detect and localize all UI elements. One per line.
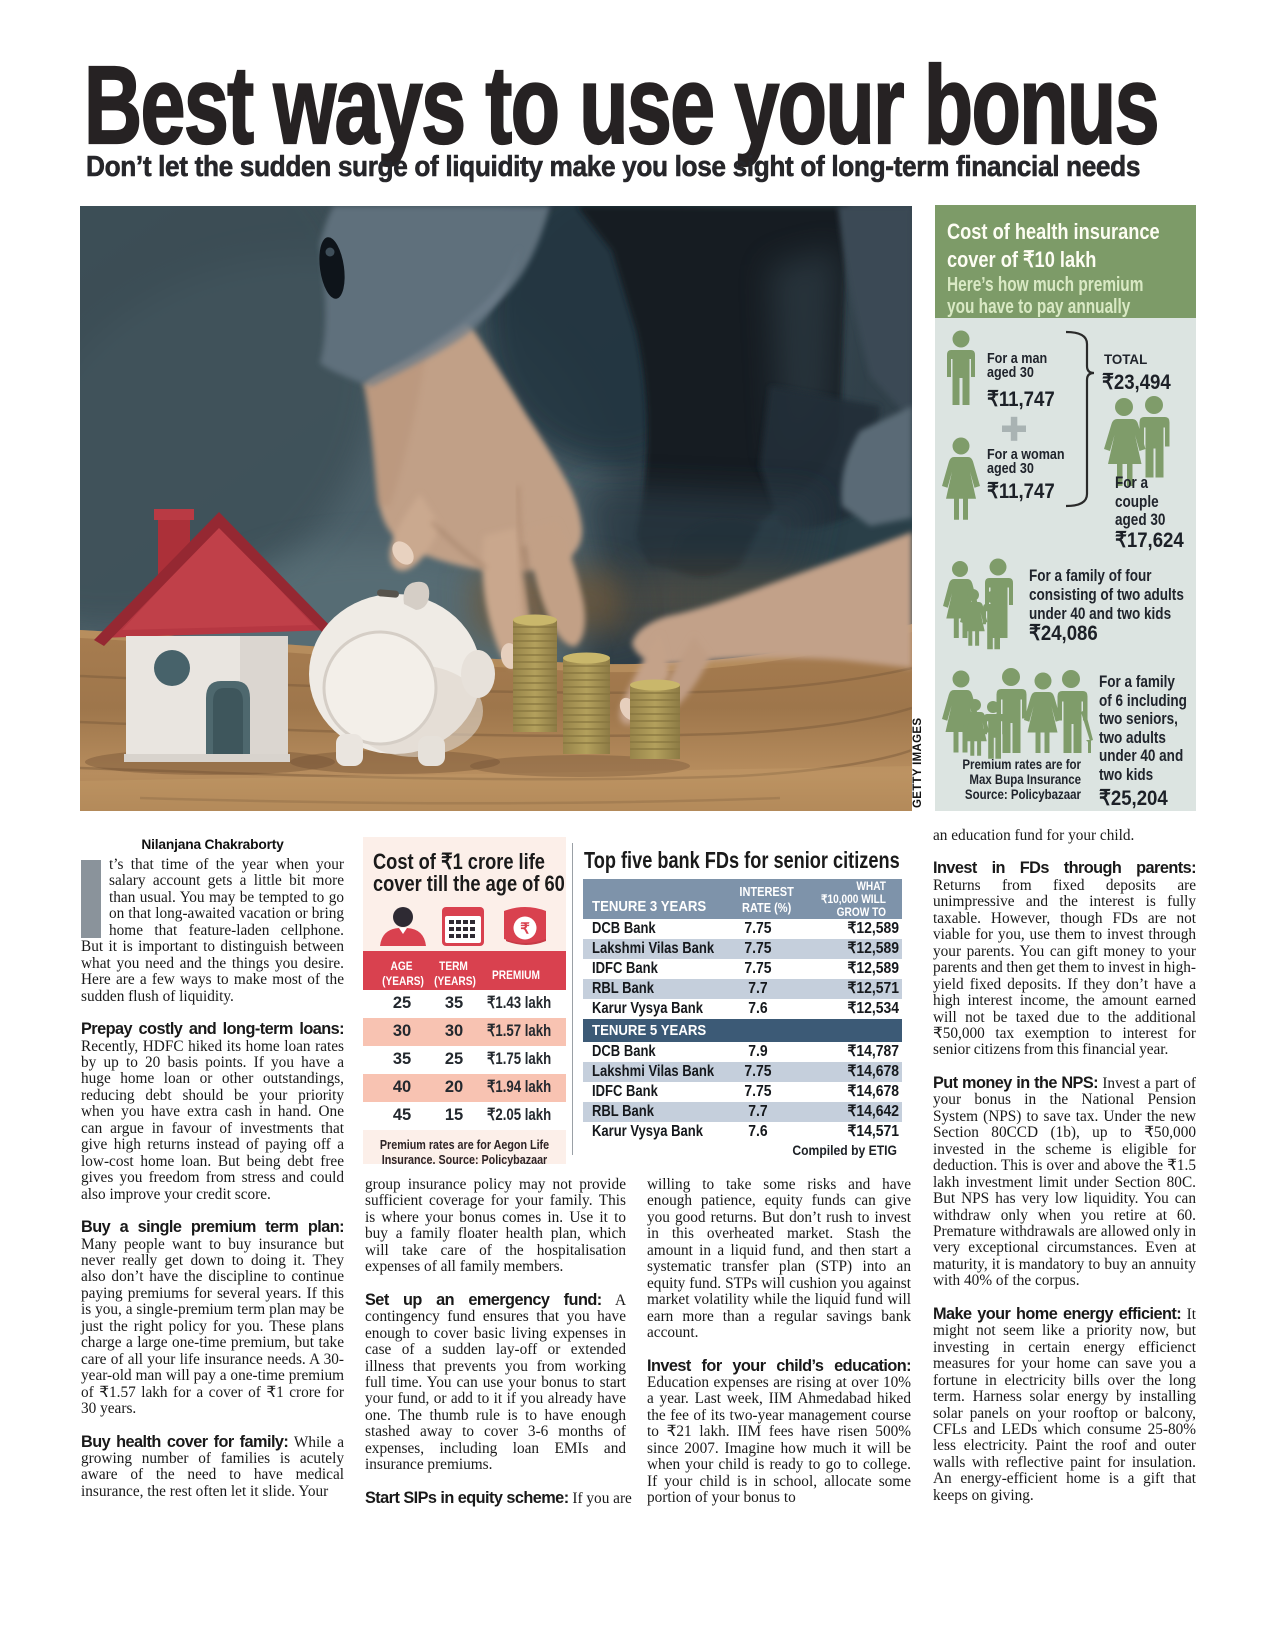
svg-text:₹: ₹ xyxy=(520,921,530,938)
